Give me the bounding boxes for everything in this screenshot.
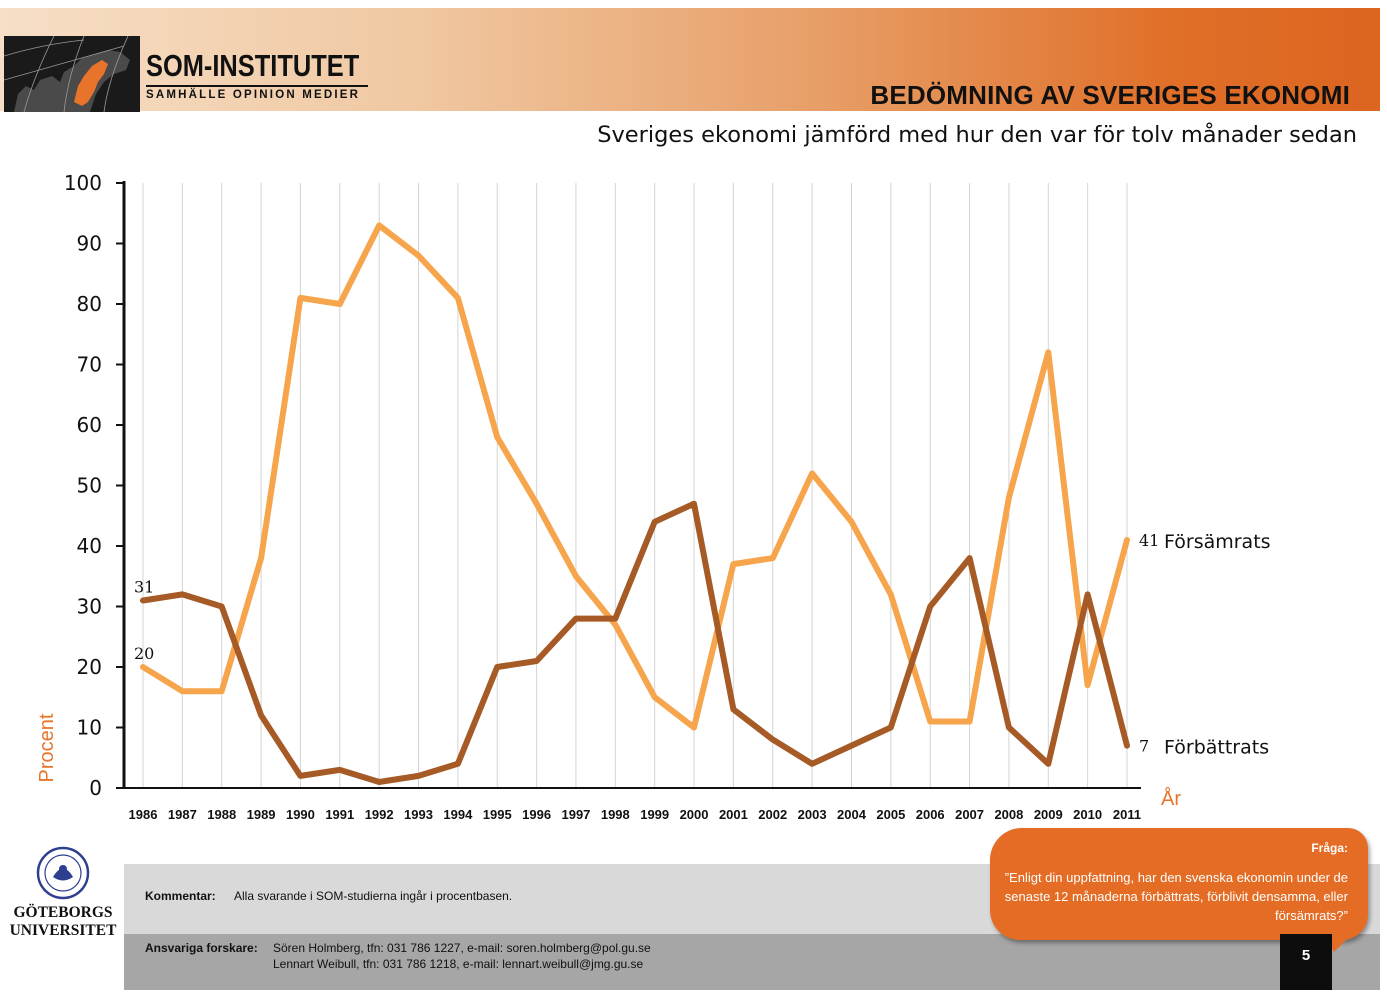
- comment-label: Kommentar:: [145, 889, 216, 903]
- y-tick-label-40: 40: [77, 534, 102, 558]
- x-tick-label-2005: 2005: [876, 807, 905, 822]
- x-tick-label-2011: 2011: [1113, 807, 1141, 822]
- x-axis-label: År: [1161, 787, 1181, 810]
- x-tick-label-1995: 1995: [483, 807, 512, 822]
- y-tick-label-0: 0: [89, 776, 102, 800]
- x-tick-label-1999: 1999: [640, 807, 669, 822]
- x-tick-label-1994: 1994: [443, 807, 473, 822]
- x-tick-label-1988: 1988: [207, 807, 236, 822]
- university-seal-icon: [36, 846, 90, 900]
- start-label-forbattrats: 31: [134, 577, 154, 596]
- x-tick-label-2001: 2001: [719, 807, 748, 822]
- y-tick-label-10: 10: [77, 716, 102, 740]
- legend-forsamrats: Försämrats: [1164, 531, 1271, 553]
- series-line-forbattrats: [140, 500, 1130, 785]
- logo-name: SOM-INSTITUTET: [146, 48, 360, 83]
- x-tick-label-2004: 2004: [837, 807, 867, 822]
- x-tick-label-2008: 2008: [994, 807, 1023, 822]
- x-tick-label-1998: 1998: [601, 807, 630, 822]
- x-tick-label-1990: 1990: [286, 807, 315, 822]
- x-tick-label-1993: 1993: [404, 807, 433, 822]
- question-text: ”Enligt din uppfattning, har den svenska…: [1004, 870, 1348, 923]
- x-tick-label-1997: 1997: [561, 807, 590, 822]
- university-name-line2: UNIVERSITET: [9, 922, 117, 939]
- chart-subtitle: Sveriges ekonomi jämförd med hur den var…: [597, 122, 1357, 148]
- y-tick-label-50: 50: [77, 474, 102, 498]
- y-axis-label: Procent: [36, 713, 58, 782]
- university-name-line1: GÖTEBORGS: [13, 904, 113, 921]
- x-tick-label-1992: 1992: [365, 807, 394, 822]
- x-tick-label-1986: 1986: [129, 807, 158, 822]
- x-tick-label-2009: 2009: [1034, 807, 1063, 822]
- end-label-forsamrats: 41: [1139, 531, 1159, 550]
- university-name: GÖTEBORGS UNIVERSITET: [6, 904, 120, 940]
- x-tick-label-2003: 2003: [798, 807, 827, 822]
- researcher-1: Sören Holmberg, tfn: 031 786 1227, e-mai…: [273, 941, 651, 955]
- logo-rule: [146, 85, 368, 87]
- header-banner: SOM-INSTITUTET SAMHÄLLE OPINION MEDIER B…: [0, 8, 1380, 112]
- x-tick-label-1989: 1989: [247, 807, 276, 822]
- legend-forbattrats: Förbättrats: [1164, 737, 1269, 759]
- page-title: BEDÖMNING AV SVERIGES EKONOMI: [870, 80, 1350, 110]
- line-chart: 0 10 20 30 40 50 60 70 80 90 100 1986 1987 1988 1989 19…: [36, 171, 1271, 822]
- y-tick-label-30: 30: [77, 595, 102, 619]
- question-label: Fråga:: [1311, 841, 1348, 855]
- y-tick-label-20: 20: [77, 655, 102, 679]
- researcher-2: Lennart Weibull, tfn: 031 786 1218, e-ma…: [273, 957, 644, 971]
- series-line-forsamrats: [140, 222, 1130, 731]
- researchers-label: Ansvariga forskare:: [145, 941, 258, 955]
- x-tick-label-1987: 1987: [168, 807, 197, 822]
- researchers-band: [124, 934, 1380, 990]
- start-label-forsamrats: 20: [134, 644, 154, 663]
- y-tick-label-90: 90: [77, 232, 102, 256]
- x-tick-label-2006: 2006: [916, 807, 945, 822]
- x-tick-label-1991: 1991: [325, 807, 354, 822]
- end-label-forbattrats: 7: [1139, 737, 1149, 756]
- y-tick-label-70: 70: [77, 353, 102, 377]
- x-tick-label-2002: 2002: [758, 807, 787, 822]
- y-tick-label-100: 100: [64, 171, 102, 195]
- scandinavia-map-icon: [4, 36, 140, 112]
- logo-tagline: SAMHÄLLE OPINION MEDIER: [146, 89, 361, 101]
- y-tick-label-80: 80: [77, 292, 102, 316]
- question-bubble: Fråga: ”Enligt din uppfattning, har den …: [990, 828, 1368, 940]
- x-tick-label-2000: 2000: [680, 807, 709, 822]
- comment-text: Alla svarande i SOM-studierna ingår i pr…: [234, 889, 513, 903]
- page-number: 5: [1280, 934, 1332, 990]
- y-tick-label-60: 60: [77, 413, 102, 437]
- x-tick-label-1996: 1996: [522, 807, 551, 822]
- x-tick-label-2007: 2007: [955, 807, 984, 822]
- x-tick-label-2010: 2010: [1073, 807, 1102, 822]
